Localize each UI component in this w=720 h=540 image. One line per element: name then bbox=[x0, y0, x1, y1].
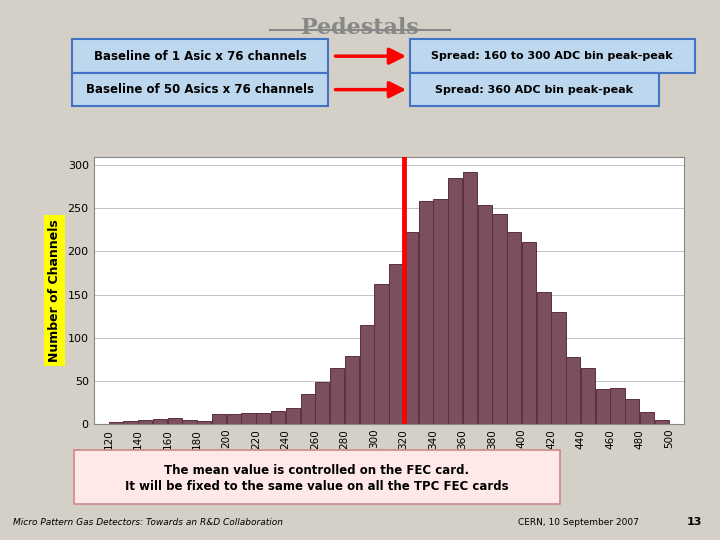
Text: Spread: 160 to 300 ADC bin peak-peak: Spread: 160 to 300 ADC bin peak-peak bbox=[431, 51, 673, 61]
Bar bbox=[241, 413, 256, 424]
Bar bbox=[138, 420, 153, 424]
Text: Spread: 360 ADC bin peak-peak: Spread: 360 ADC bin peak-peak bbox=[435, 85, 634, 94]
Bar bbox=[153, 418, 167, 424]
Bar bbox=[536, 292, 551, 424]
Bar bbox=[595, 389, 610, 424]
Bar bbox=[625, 399, 639, 424]
Bar bbox=[448, 178, 462, 424]
Bar bbox=[418, 201, 433, 424]
Bar bbox=[345, 356, 359, 424]
Bar bbox=[300, 394, 315, 424]
Text: Baseline of 50 Asics x 76 channels: Baseline of 50 Asics x 76 channels bbox=[86, 83, 314, 96]
Bar bbox=[552, 312, 566, 424]
Bar bbox=[227, 414, 241, 424]
Bar bbox=[507, 233, 521, 424]
Bar bbox=[463, 172, 477, 424]
Bar bbox=[168, 418, 182, 424]
Bar bbox=[389, 264, 403, 424]
FancyBboxPatch shape bbox=[72, 73, 328, 106]
Text: The mean value is controlled on the FEC card.: The mean value is controlled on the FEC … bbox=[164, 464, 469, 477]
FancyBboxPatch shape bbox=[410, 39, 695, 73]
Bar bbox=[330, 368, 344, 424]
Bar bbox=[374, 284, 389, 424]
FancyBboxPatch shape bbox=[410, 73, 659, 106]
Y-axis label: Number of Channels: Number of Channels bbox=[48, 219, 60, 362]
Bar bbox=[212, 414, 226, 424]
Bar bbox=[359, 325, 374, 424]
Bar bbox=[315, 382, 330, 424]
Bar bbox=[640, 412, 654, 424]
Text: It will be fixed to the same value on all the TPC FEC cards: It will be fixed to the same value on al… bbox=[125, 480, 508, 492]
Bar bbox=[522, 242, 536, 424]
Bar bbox=[566, 356, 580, 424]
Bar bbox=[123, 421, 138, 424]
Text: Micro Pattern Gas Detectors: Towards an R&D Collaboration: Micro Pattern Gas Detectors: Towards an … bbox=[13, 518, 283, 527]
Text: CERN, 10 September 2007: CERN, 10 September 2007 bbox=[518, 518, 639, 527]
FancyBboxPatch shape bbox=[74, 450, 560, 504]
Bar bbox=[581, 368, 595, 424]
Text: 13: 13 bbox=[687, 517, 702, 527]
Text: Pedestals: Pedestals bbox=[301, 17, 419, 39]
Bar bbox=[433, 199, 448, 424]
Bar bbox=[611, 388, 625, 424]
Bar bbox=[654, 420, 669, 424]
Bar bbox=[271, 411, 285, 424]
Text: Baseline of 1 Asic x 76 channels: Baseline of 1 Asic x 76 channels bbox=[94, 50, 307, 63]
Bar bbox=[286, 408, 300, 424]
X-axis label: Baseline (ADC bin): Baseline (ADC bin) bbox=[323, 454, 454, 467]
Bar bbox=[477, 205, 492, 424]
Bar bbox=[109, 422, 123, 424]
FancyBboxPatch shape bbox=[72, 39, 328, 73]
Bar bbox=[404, 233, 418, 424]
Bar bbox=[182, 421, 197, 424]
Bar bbox=[197, 421, 212, 424]
Bar bbox=[492, 213, 507, 424]
Bar bbox=[256, 413, 271, 424]
